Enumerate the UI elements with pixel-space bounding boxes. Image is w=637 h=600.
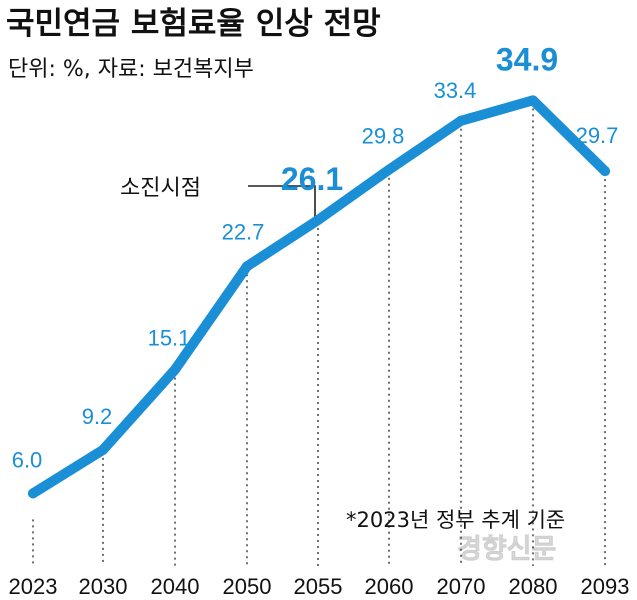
- x-tick-2060: 2060: [365, 574, 414, 599]
- data-point-2050: [242, 261, 252, 272]
- data-point-2030: [98, 444, 108, 455]
- annotation-leader-line: [248, 185, 316, 222]
- value-labels: 6.0 9.2 15.1 22.7 26.1 29.8 33.4 34.9 29.7: [12, 41, 619, 472]
- data-point-2070: [456, 115, 466, 126]
- x-tick-2040: 2040: [151, 574, 200, 599]
- data-point-2080: [528, 95, 538, 106]
- chart-title: 국민연금 보험료율 인상 전망: [6, 6, 381, 42]
- value-label-2070: 33.4: [434, 78, 477, 103]
- value-label-2080: 34.9: [496, 41, 558, 77]
- x-tick-2030: 2030: [79, 574, 128, 599]
- x-tick-2070: 2070: [437, 574, 486, 599]
- x-tick-2080: 2080: [509, 574, 558, 599]
- value-label-2055: 26.1: [281, 161, 343, 197]
- value-label-2023: 6.0: [12, 447, 43, 472]
- x-tick-2050: 2050: [223, 574, 272, 599]
- value-label-2050: 22.7: [222, 219, 265, 244]
- data-point-2060: [384, 164, 394, 175]
- x-tick-2055: 2055: [294, 574, 343, 599]
- x-tick-2023: 2023: [9, 574, 58, 599]
- value-label-2060: 29.8: [362, 124, 405, 149]
- series-line: [28, 95, 610, 499]
- chart-subtitle: 단위: %, 자료: 보건복지부: [8, 57, 254, 82]
- value-label-2093: 29.7: [576, 123, 619, 148]
- value-label-2030: 9.2: [82, 404, 113, 429]
- data-point-2055: [313, 215, 323, 226]
- series-line-group: [28, 95, 610, 499]
- data-point-2093: [600, 166, 610, 177]
- x-axis-ticks: 2023 2030 2040 2050 2055 2060 2070 2080 2093: [9, 574, 630, 599]
- drop-lines: [32, 108, 606, 566]
- x-tick-2093: 2093: [581, 574, 630, 599]
- annotation-label: 소진시점: [120, 176, 201, 201]
- data-point-2023: [28, 488, 38, 499]
- data-point-2040: [170, 364, 180, 375]
- annotation: 소진시점: [120, 176, 316, 222]
- value-label-2040: 15.1: [148, 326, 191, 351]
- watermark-logo: 경향신문: [457, 534, 556, 565]
- footnote: *2023년 정부 추계 기준: [346, 508, 565, 532]
